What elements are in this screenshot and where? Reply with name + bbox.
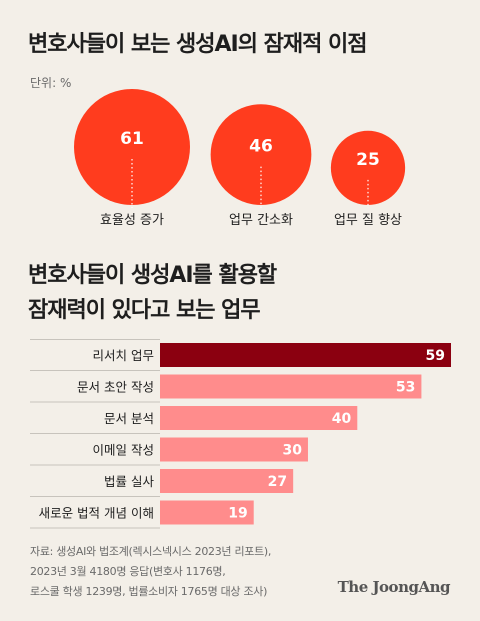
bar-chart-title-line-1: 변호사들이 생성AI를 활용할	[28, 263, 277, 288]
bar-category-label: 리서치 업무	[93, 348, 154, 363]
source-line-2: 2023년 3월 4180명 응답(변호사 1176명,	[30, 565, 226, 578]
brand-logo: The JoongAng	[337, 578, 451, 596]
bubble-value-label: 25	[356, 150, 380, 170]
source-line-3: 로스쿨 학생 1239명, 법률소비자 1765명 대상 조사)	[30, 585, 268, 598]
bubble-2	[210, 104, 312, 205]
bubble-value-label: 46	[249, 137, 273, 157]
bubble-3	[330, 130, 406, 205]
bar-category-label: 문서 분석	[104, 411, 154, 426]
bar-value-label: 19	[228, 506, 247, 522]
bar-6	[160, 500, 254, 525]
bar-category-label: 새로운 법적 개념 이해	[39, 506, 154, 521]
source-line-1: 자료: 생성AI와 법조계(렉시스넥시스 2023년 리포트),	[30, 545, 272, 558]
bubble-category-label: 효율성 증가	[100, 213, 164, 228]
bar-value-label: 40	[332, 411, 352, 427]
bubble-chart: 61 효율성 증가 46 업무 간소화 25 업무 질 향상	[74, 89, 406, 228]
bar-category-label: 이메일 작성	[93, 443, 154, 458]
chart-title: 변호사들이 보는 생성AI의 잠재적 이점	[28, 32, 367, 57]
bar-chart-title: 변호사들이 생성AI를 활용할 잠재력이 있다고 보는 업무	[28, 258, 277, 328]
bubble-category-label: 업무 질 향상	[334, 213, 402, 228]
bar-category-label: 문서 초안 작성	[77, 380, 154, 395]
bar-4	[160, 437, 308, 462]
bubble-1	[74, 89, 190, 205]
bar-value-label: 53	[396, 380, 415, 396]
bar-category-label: 법률 실사	[104, 474, 154, 489]
bar-5	[160, 469, 294, 493]
bar-2	[160, 374, 422, 399]
unit-label: 단위: %	[30, 76, 72, 90]
source-note: 자료: 생성AI와 법조계(렉시스넥시스 2023년 리포트), 2023년 3…	[30, 542, 271, 602]
bar-value-label: 27	[268, 474, 287, 490]
bar-value-label: 30	[282, 443, 302, 459]
bubble-category-label: 업무 간소화	[229, 213, 293, 228]
bar-value-label: 59	[426, 348, 445, 364]
bubble-value-label: 61	[120, 129, 144, 149]
bar-3	[160, 406, 358, 430]
bar-1	[160, 343, 451, 367]
bar-chart: 59 리서치 업무 53 문서 초안 작성 40 문서 분석 30 이메일 작성 27 법률 실사…	[30, 339, 451, 529]
bar-chart-title-line-2: 잠재력이 있다고 보는 업무	[28, 298, 261, 323]
